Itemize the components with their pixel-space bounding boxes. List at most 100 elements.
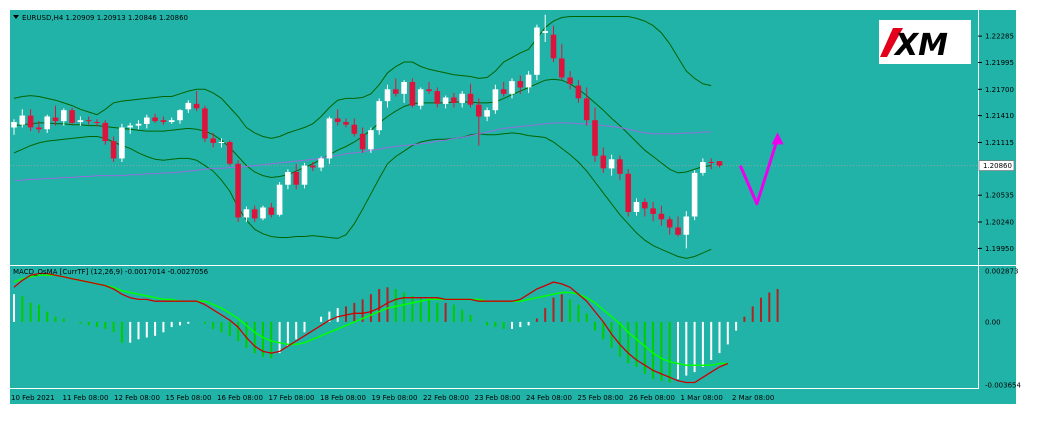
- candle: [168, 117, 175, 124]
- candle: [708, 158, 714, 170]
- candle-body: [276, 184, 283, 215]
- candle-body: [310, 165, 316, 168]
- candle-body: [492, 89, 499, 111]
- candle-body: [168, 120, 175, 122]
- candle-body: [343, 122, 349, 125]
- candle: [409, 78, 416, 108]
- candle: [110, 136, 117, 162]
- time-axis-label: 17 Feb 08:00: [269, 394, 315, 402]
- candle-body: [260, 207, 266, 219]
- macd-chart-title: MACD_OsMA [CurrTF] (12,26,9) -0.0017014 …: [13, 268, 209, 276]
- candle-body: [210, 138, 216, 143]
- candle: [476, 98, 482, 146]
- candle: [509, 78, 515, 99]
- current-price-box: [978, 160, 1015, 172]
- candle: [716, 161, 723, 168]
- candle-body: [36, 127, 42, 130]
- macd-axis-label: -0.003654: [985, 382, 1021, 390]
- candle: [700, 158, 706, 176]
- candle-body: [326, 118, 333, 159]
- candle: [650, 202, 656, 222]
- candle-body: [94, 122, 100, 123]
- candle-body: [368, 130, 374, 150]
- current-price-label: 1.20860: [983, 162, 1012, 170]
- candle: [500, 82, 507, 97]
- candle-body: [160, 120, 167, 122]
- candle-body: [293, 172, 299, 185]
- candle: [235, 160, 241, 222]
- candle-body: [384, 89, 391, 102]
- candle-body: [600, 155, 607, 169]
- candle-body: [227, 142, 233, 164]
- candle-body: [69, 110, 75, 123]
- candle-body: [44, 116, 50, 130]
- candle: [85, 116, 92, 125]
- forecast-arrow-line: [738, 137, 780, 206]
- time-axis-label: 26 Feb 08:00: [629, 394, 675, 402]
- macd-axis-label: 0.00: [985, 318, 1001, 326]
- price-axis-label: 1.21700: [985, 86, 1014, 94]
- candle: [492, 84, 499, 114]
- candle: [293, 163, 299, 190]
- candle: [61, 108, 67, 126]
- chart-title-triangle-icon[interactable]: [13, 15, 19, 19]
- candle: [575, 80, 582, 103]
- xm-logo: XM: [879, 20, 971, 64]
- candle-body: [11, 122, 17, 128]
- candle-body: [550, 34, 557, 59]
- candle: [285, 169, 291, 190]
- candle: [459, 91, 465, 108]
- axis-layer: 1.22285 1.21995 1.21700 1.21410 1.21115 1.205…: [11, 33, 1021, 402]
- candle-body: [534, 27, 540, 75]
- time-axis-label: 15 Feb 08:00: [166, 394, 212, 402]
- candle: [310, 162, 316, 172]
- macd-axis-background: [978, 265, 1016, 388]
- candle: [368, 127, 374, 153]
- candle-body: [119, 127, 125, 159]
- price-axis-label: 1.20240: [985, 219, 1014, 227]
- candle-body: [152, 117, 158, 122]
- candle-body: [251, 209, 258, 219]
- candle-body: [451, 97, 457, 103]
- candle: [567, 71, 573, 90]
- candle: [583, 87, 590, 126]
- candle: [559, 43, 565, 81]
- candle: [434, 87, 441, 108]
- candle: [666, 216, 673, 235]
- candle-body: [102, 122, 109, 142]
- price-chart-title: EURUSD,H4 1.20909 1.20913 1.20846 1.2086…: [22, 14, 188, 22]
- price-axis-label: 1.21115: [985, 139, 1014, 147]
- price-axis-label: 1.19950: [985, 245, 1014, 253]
- candle: [442, 95, 449, 109]
- candle-body: [393, 89, 399, 94]
- candle: [127, 122, 133, 134]
- time-axis-label: 1 Mar 08:00: [681, 394, 723, 402]
- candle-body: [19, 115, 26, 125]
- candle: [359, 127, 366, 153]
- candle-body: [110, 141, 117, 159]
- candle: [19, 109, 26, 128]
- time-axis-label: 16 Feb 08:00: [217, 394, 263, 402]
- candle-body: [144, 117, 150, 124]
- candle: [276, 182, 283, 217]
- forecast-arrowhead-icon: [771, 132, 784, 145]
- candle: [617, 155, 623, 181]
- candle-body: [459, 93, 465, 103]
- candle-body: [202, 108, 208, 139]
- candle: [467, 83, 474, 108]
- candle: [27, 109, 34, 132]
- candle: [251, 205, 258, 222]
- candle-body: [52, 117, 59, 122]
- candle: [268, 202, 275, 218]
- candle: [301, 162, 308, 189]
- candle-body: [409, 82, 416, 106]
- candle: [160, 116, 167, 125]
- candle-body: [434, 91, 441, 104]
- candle-body: [500, 89, 507, 94]
- candle-body: [268, 207, 275, 215]
- candle-body: [61, 110, 67, 122]
- candle: [69, 107, 75, 125]
- candle: [633, 198, 640, 216]
- price-layer: [10, 14, 978, 259]
